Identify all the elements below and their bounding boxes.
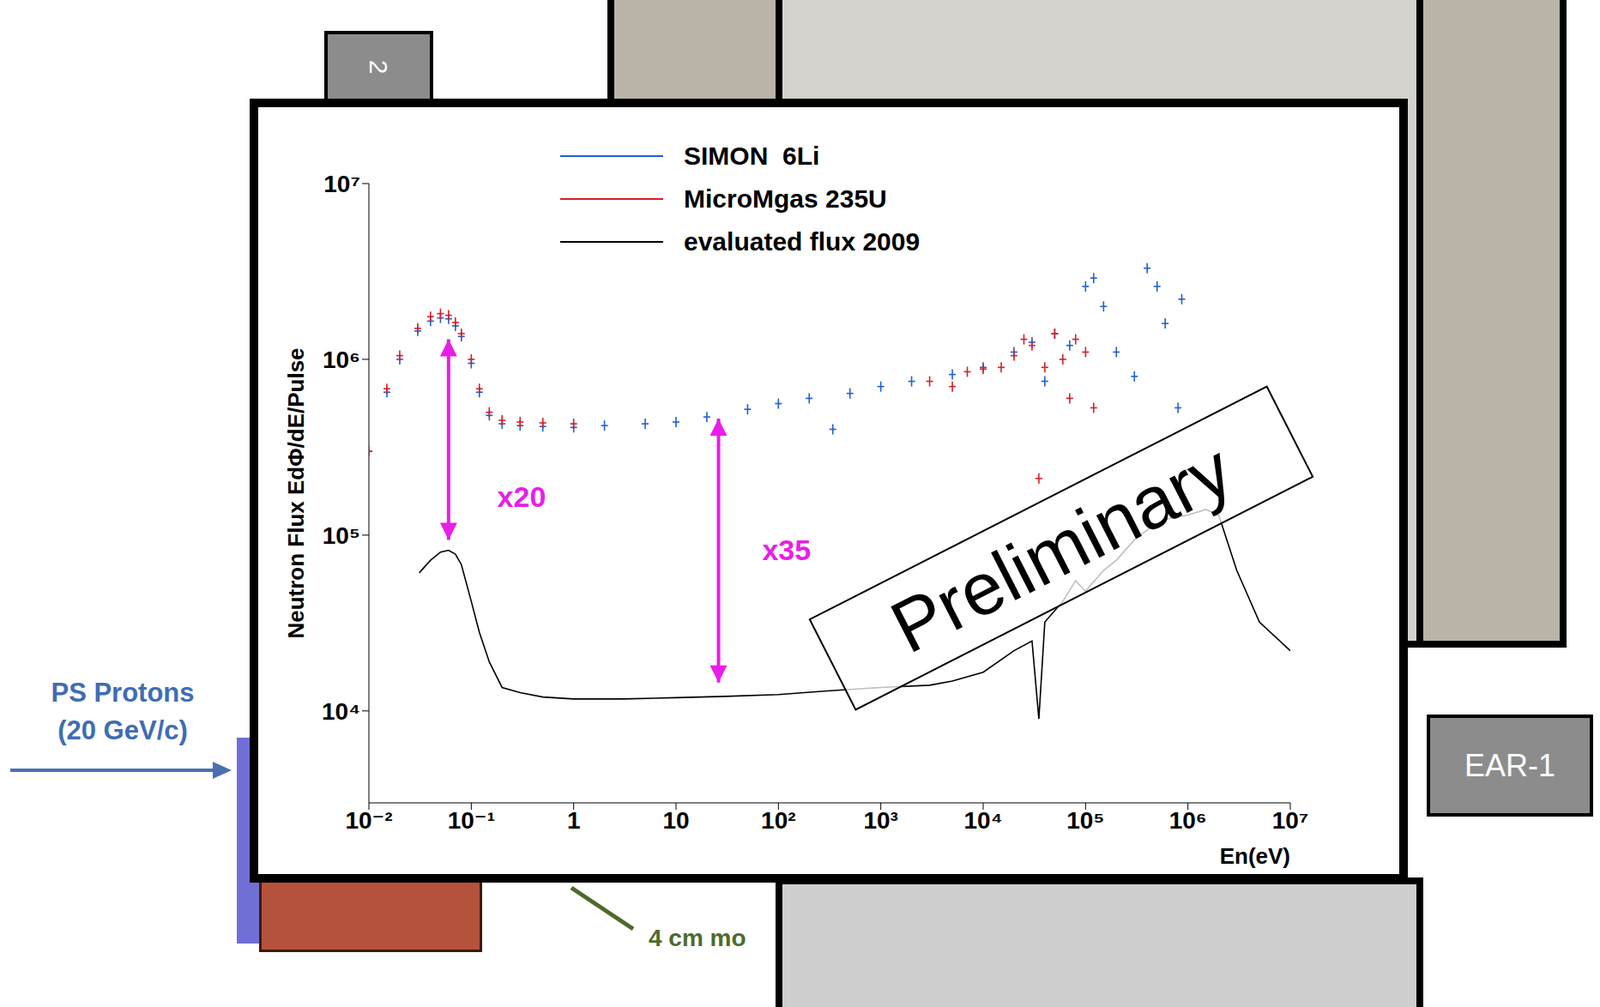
svg-text:10⁻¹: 10⁻¹ <box>447 807 496 834</box>
html-text:(20 GeV/c): (20 GeV/c) <box>57 715 188 746</box>
svg-text:10⁻²: 10⁻² <box>344 807 393 834</box>
svg-text:10⁷: 10⁷ <box>323 170 361 198</box>
svg-text:10⁴: 10⁴ <box>321 698 361 725</box>
svg-text:10: 10 <box>662 807 689 834</box>
html-text:PS Protons: PS Protons <box>51 677 195 708</box>
svg-text:10³: 10³ <box>863 807 898 834</box>
svg-text:10⁶: 10⁶ <box>322 346 361 374</box>
html-text:SIMON 6Li: SIMON 6Li <box>683 141 820 170</box>
svg-text:10⁴: 10⁴ <box>964 807 1003 834</box>
html-text:MicroMgas 235U: MicroMgas 235U <box>683 184 887 213</box>
svg-text:10⁶: 10⁶ <box>1169 807 1208 834</box>
svg-text:10²: 10² <box>760 807 796 834</box>
html-text:2: 2 <box>365 59 394 75</box>
html-text:evaluated flux 2009: evaluated flux 2009 <box>683 227 920 256</box>
svg-text:10⁵: 10⁵ <box>1066 807 1105 834</box>
svg-text:10⁷: 10⁷ <box>1272 807 1310 834</box>
svg-text:x35: x35 <box>761 533 811 567</box>
svg-text:1: 1 <box>567 807 581 834</box>
svg-text:x20: x20 <box>497 480 547 514</box>
html-text:4 cm mo: 4 cm mo <box>648 924 747 952</box>
html-text:Preliminary: Preliminary <box>877 427 1245 669</box>
html-text:EAR-1: EAR-1 <box>1464 747 1556 783</box>
svg-text:10⁵: 10⁵ <box>322 522 361 550</box>
svg-text:En(eV): En(eV) <box>1219 843 1291 870</box>
svg-text:Neutron Flux EdΦ/dE/Pulse: Neutron Flux EdΦ/dE/Pulse <box>283 347 309 639</box>
